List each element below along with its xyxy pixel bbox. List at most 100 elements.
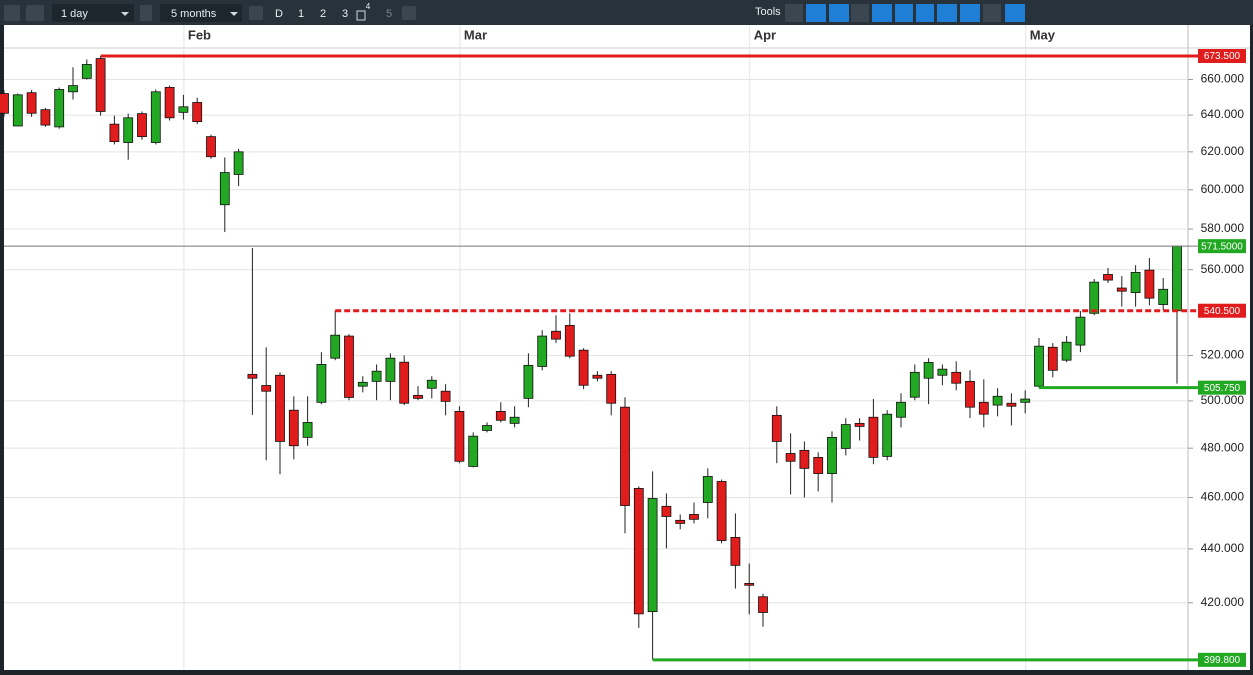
interval-dropdown[interactable] — [52, 4, 134, 22]
lock-button[interactable] — [140, 5, 152, 21]
tool-button[interactable] — [851, 4, 869, 22]
candle-body — [923, 362, 934, 379]
candle-body — [426, 379, 437, 389]
tool-button[interactable] — [829, 4, 849, 22]
y-tick-label: 520.000 — [1201, 348, 1245, 362]
y-tick-label: 420.000 — [1201, 595, 1245, 609]
tool-button[interactable] — [960, 4, 980, 22]
candle-body — [620, 406, 630, 506]
candle-body — [537, 335, 548, 367]
candle-body — [840, 424, 851, 449]
x-tick-label: May — [1030, 27, 1056, 42]
toolbar-button[interactable]: 5 — [386, 8, 392, 20]
candle-body — [330, 334, 341, 359]
candle-body — [192, 102, 203, 123]
toolbar-button[interactable]: 3 — [342, 8, 348, 20]
candle-body — [633, 488, 644, 615]
candle-body — [109, 123, 120, 143]
candle-body — [123, 117, 134, 143]
settings-button[interactable] — [402, 6, 416, 20]
tool-button[interactable] — [1005, 4, 1025, 22]
price-level-label: 399.800 — [1204, 655, 1241, 666]
tool-button[interactable] — [872, 4, 892, 22]
candle-body — [247, 373, 258, 379]
calendar-button[interactable] — [249, 6, 263, 20]
tool-button[interactable] — [916, 4, 934, 22]
candle-body — [813, 456, 824, 474]
price-level-label: 540.500 — [1204, 306, 1241, 317]
candle-body — [275, 374, 285, 442]
candle-body — [1089, 281, 1100, 314]
toolbar-button[interactable]: 1 — [298, 8, 304, 20]
candle-body — [233, 151, 244, 175]
candle-body — [454, 410, 465, 462]
candle-body — [675, 519, 686, 524]
candle-body — [68, 85, 78, 93]
price-level-tag — [1198, 49, 1246, 64]
menu-button[interactable] — [4, 5, 20, 21]
candle-body — [302, 422, 313, 438]
range-dropdown[interactable] — [160, 4, 242, 22]
tool-button[interactable] — [895, 4, 913, 22]
y-tick-label: 580.000 — [1201, 221, 1245, 235]
candle-body — [495, 410, 506, 421]
candle-body — [978, 401, 989, 415]
candle-body — [896, 401, 906, 418]
tools-label: Tools — [755, 6, 781, 18]
candle-body — [523, 364, 534, 399]
candle-body — [1103, 274, 1113, 281]
plot: 420.000 440.000 460.000 480.000 500.000 520.0… — [0, 25, 1246, 670]
candle-body — [1130, 271, 1141, 294]
candle-body — [965, 380, 975, 408]
settings-button[interactable] — [26, 5, 44, 21]
candle-body — [578, 349, 589, 386]
price-level-tag — [1198, 303, 1246, 318]
candle-body — [137, 113, 147, 138]
candle-body — [592, 374, 603, 379]
candle-body — [1172, 245, 1182, 312]
candle-body — [509, 416, 520, 424]
tool-button[interactable] — [806, 4, 826, 22]
candle-body — [1075, 316, 1086, 346]
print-button[interactable] — [983, 4, 1001, 22]
candle-body — [150, 91, 161, 143]
candle-body — [951, 371, 962, 384]
candle-body — [385, 357, 396, 382]
y-tick-label: 620.000 — [1201, 144, 1245, 158]
candle-body — [1144, 269, 1155, 299]
candle-body — [1047, 346, 1058, 371]
candle-body — [1034, 345, 1044, 387]
candle-body — [482, 425, 492, 431]
candle-body — [26, 92, 37, 114]
y-tick-label: 460.000 — [1201, 490, 1245, 504]
candle-body — [468, 435, 479, 467]
toolbar-button[interactable]: 2 — [320, 8, 326, 20]
tool-button[interactable] — [785, 4, 803, 22]
y-tick-label: 500.000 — [1201, 393, 1245, 407]
toolbar-button[interactable]: 4 — [366, 2, 371, 11]
y-tick-label: 660.000 — [1201, 72, 1245, 86]
toolbar-button[interactable]: D — [275, 8, 283, 20]
candle-body — [81, 64, 92, 79]
candle-body — [868, 416, 879, 458]
candle-body — [702, 476, 713, 503]
y-tick-label: 560.000 — [1201, 262, 1245, 276]
candle-body — [551, 330, 561, 340]
price-level-label: 571.5000 — [1201, 241, 1243, 252]
candle-body — [1006, 402, 1017, 407]
candle-body — [716, 481, 727, 541]
x-tick-label: Feb — [188, 27, 211, 42]
tool-button[interactable] — [937, 4, 957, 22]
layout-icon — [356, 10, 366, 21]
candle-body — [1116, 287, 1127, 292]
candle-body — [288, 409, 299, 447]
price-level-label: 673.500 — [1204, 51, 1241, 62]
y-tick-label: 600.000 — [1201, 182, 1245, 196]
candle-body — [1061, 341, 1072, 361]
price-level-tag — [1198, 239, 1246, 254]
price-level-tag — [1198, 652, 1246, 667]
candle-body — [316, 364, 327, 403]
price-level-tag — [1198, 380, 1246, 395]
